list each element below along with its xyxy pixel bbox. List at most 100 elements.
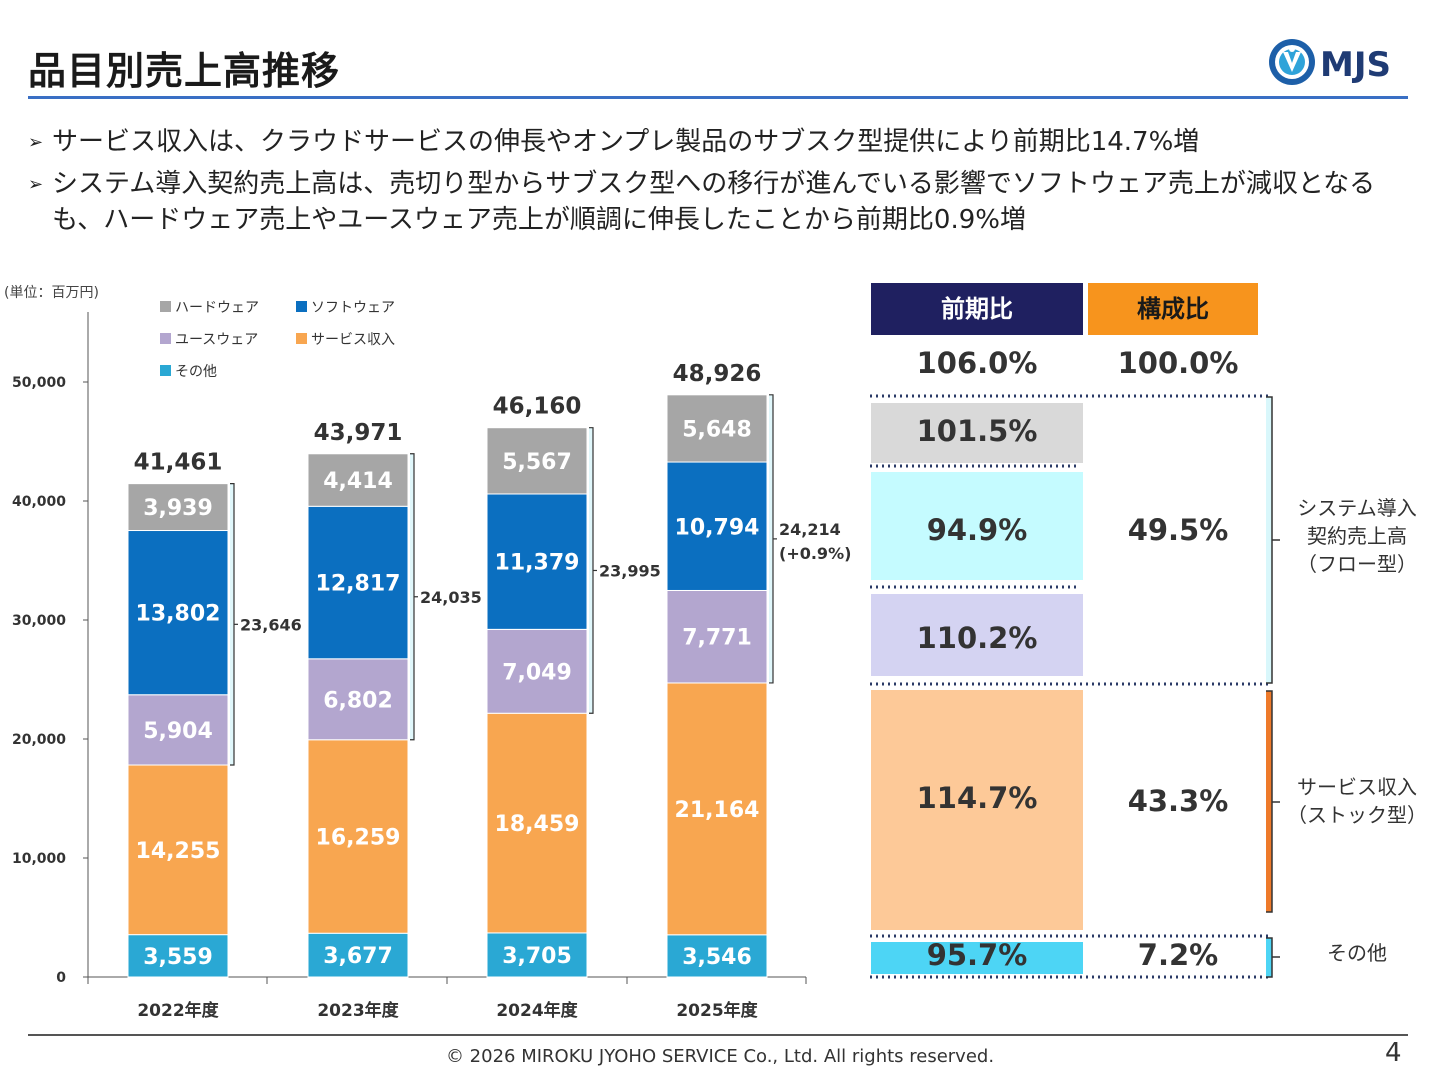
x-tick-label: 2023年度 (317, 1000, 399, 1021)
bar-segment (666, 934, 768, 978)
total-label: 41,461 (134, 450, 223, 476)
x-tick-label: 2022年度 (137, 1000, 219, 1021)
copyright: © 2026 MIROKU JYOHO SERVICE Co., Ltd. Al… (445, 1046, 995, 1067)
service-cell (871, 690, 1083, 930)
data-label: 6,802 (323, 688, 393, 713)
legend-swatch (160, 333, 171, 344)
bar-segment (486, 712, 588, 934)
hardware-cell (871, 403, 1083, 463)
data-label: 3,677 (323, 944, 393, 969)
y-tick-label: 30,000 (12, 613, 66, 629)
y-tick-label: 0 (56, 970, 66, 986)
bar-segment (486, 493, 588, 630)
bracket (410, 453, 415, 741)
data-label: 7,771 (682, 626, 752, 651)
data-label: 4,414 (323, 469, 393, 494)
bar-segment (307, 932, 409, 978)
bracket-label: 24,214 (779, 520, 841, 539)
bar-segment (666, 589, 768, 684)
bar-segment (666, 394, 768, 463)
bullet-2-text: システム導入契約売上高は、売切り型からサブスク型への移行が進んでいる影響でソフト… (52, 169, 1376, 235)
bar-segment (307, 453, 409, 507)
bracket (769, 394, 774, 684)
other-label: その他 (1327, 941, 1387, 965)
data-label: 16,259 (316, 826, 401, 851)
mjs-logo: MJS (1269, 39, 1391, 85)
arrow-bullet-icon: ➢ (28, 132, 44, 153)
data-label: 3,705 (502, 944, 572, 969)
hardware-yoy: 101.5% (916, 414, 1038, 448)
data-label: 3,546 (682, 945, 752, 970)
service-yoy: 114.7% (916, 781, 1038, 815)
y-tick-label: 20,000 (12, 732, 66, 748)
bar-segment (127, 764, 229, 936)
page-title: 品目別売上高推移 (28, 49, 341, 93)
bar-segment (127, 483, 229, 532)
title-underline (28, 96, 1408, 99)
total-label: 48,926 (673, 361, 762, 387)
bar-segment (307, 505, 409, 660)
legend-item-other: その他 (160, 361, 217, 381)
data-label: 3,559 (143, 945, 213, 970)
legend-swatch (296, 333, 307, 344)
yoy-header: 前期比 (871, 283, 1083, 335)
stock-label: サービス収入 （ストック型） (1287, 775, 1427, 827)
data-label: 11,379 (495, 551, 580, 576)
data-label: 13,802 (136, 602, 221, 627)
bullet-1: ➢ サービス収入は、クラウドサービスの伸長やオンプレ製品のサブスク型提供により前期… (28, 124, 1422, 161)
data-label: 18,459 (495, 812, 580, 837)
useware-cell (871, 594, 1083, 676)
y-tick-label: 10,000 (12, 851, 66, 867)
bracket (589, 427, 594, 714)
legend-swatch (160, 365, 171, 376)
total-composition: 100.0% (1117, 346, 1239, 380)
legend-item-hardware: ハードウェア (160, 297, 259, 317)
bar-segment (486, 427, 588, 495)
legend-item-software: ソフトウェア (296, 297, 395, 317)
bar-segment (127, 934, 229, 978)
bar-segment (307, 739, 409, 934)
bracket-label: 23,646 (240, 615, 302, 634)
service-composition: 43.3% (1127, 784, 1229, 818)
data-label: 7,049 (502, 660, 572, 685)
legend-swatch (296, 301, 307, 312)
legend-item-useware: ユースウェア (160, 329, 258, 349)
data-label: 3,939 (143, 496, 213, 521)
data-label: 5,904 (143, 719, 213, 744)
bullet-1-text: サービス収入は、クラウドサービスの伸長やオンプレ製品のサブスク型提供により前期比… (52, 127, 1200, 157)
bracket-label: 23,995 (599, 561, 661, 580)
y-tick-label: 40,000 (12, 494, 66, 510)
bar-segment (127, 694, 229, 766)
y-tick-label: 50,000 (12, 375, 66, 391)
data-label: 5,648 (682, 417, 752, 442)
bar-segment (666, 682, 768, 936)
table-separators (870, 394, 1280, 979)
bar-segment (307, 658, 409, 741)
total-label: 43,971 (314, 420, 403, 446)
composition-header: 構成比 (1088, 283, 1258, 335)
data-label: 5,567 (502, 450, 572, 475)
flow-composition: 49.5% (1127, 513, 1229, 547)
logo-text: MJS (1320, 45, 1391, 85)
arrow-bullet-icon: ➢ (28, 174, 44, 195)
x-tick-label: 2025年度 (676, 1000, 758, 1021)
total-label: 46,160 (493, 394, 582, 420)
stacked-bar-chart: 0 10,000 20,000 30,000 40,000 50,000 3,559 14,2… (12, 312, 851, 1021)
other-yoy: 95.7% (926, 938, 1028, 972)
bar-segment (666, 461, 768, 591)
data-label: 14,255 (136, 839, 221, 864)
data-label: 10,794 (675, 515, 760, 540)
flow-label: システム導入 契約売上高 （フロー型） (1297, 496, 1417, 576)
legend-swatch (160, 301, 171, 312)
data-label: 21,164 (675, 798, 760, 823)
page-number: 4 (1385, 1038, 1402, 1068)
software-yoy: 94.9% (926, 513, 1028, 547)
bullet-2: ➢ システム導入契約売上高は、売切り型からサブスク型への移行が進んでいる影響でソフ… (28, 166, 1422, 238)
x-tick-label: 2024年度 (496, 1000, 578, 1021)
useware-yoy: 110.2% (916, 621, 1038, 655)
bracket-note: (+0.9%) (779, 544, 851, 563)
total-yoy: 106.0% (916, 346, 1038, 380)
software-cell (871, 472, 1083, 580)
legend-item-service: サービス収入 (296, 329, 395, 349)
other-composition: 7.2% (1137, 938, 1219, 972)
